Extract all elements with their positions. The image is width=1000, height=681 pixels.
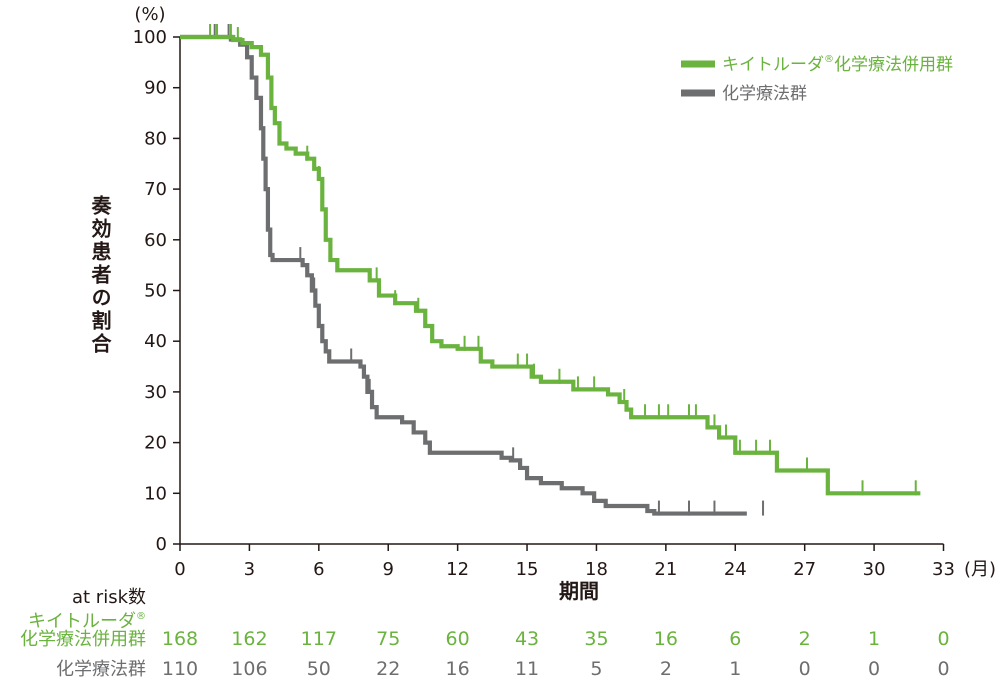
risk-number-treatment: 35 — [584, 628, 608, 650]
y-tick-label: 40 — [144, 331, 167, 352]
legend: キイトルーダ®化学療法併用群 化学療法群 — [681, 54, 953, 104]
y-tick-label: 50 — [144, 281, 167, 302]
legend-label-treatment-main: キイトルーダ — [722, 55, 824, 75]
risk-label-treatment-line2: 化学療法併用群 — [20, 629, 146, 650]
risk-number-treatment: 0 — [937, 628, 949, 650]
risk-number-control: 22 — [376, 658, 400, 680]
x-tick-label: 6 — [313, 559, 324, 580]
y-tick-label: 90 — [144, 78, 167, 99]
risk-label-control: 化学療法群 — [56, 659, 146, 680]
x-tick-label: 30 — [863, 559, 886, 580]
x-tick-label: 15 — [516, 559, 539, 580]
legend-label-control: 化学療法群 — [722, 84, 807, 104]
risk-number-treatment: 75 — [376, 628, 400, 650]
km-curve-control — [180, 34, 747, 516]
x-tick-label: 3 — [244, 559, 255, 580]
risk-numbers: 1681101621061175075226016431135516261201… — [162, 628, 950, 680]
risk-number-treatment: 162 — [231, 628, 267, 650]
legend-label-treatment: キイトルーダ®化学療法併用群 — [722, 54, 953, 75]
risk-label-treatment-line1: キイトルーダ® — [28, 611, 146, 632]
risk-table: at risk数 キイトルーダ® 化学療法併用群 化学療法群 — [20, 587, 146, 680]
y-tick-label: 0 — [156, 534, 167, 555]
x-tick-label: 18 — [585, 559, 608, 580]
y-tick-label: 100 — [133, 27, 167, 48]
y-tick-label: 60 — [144, 230, 167, 251]
x-tick-label: 0 — [174, 559, 185, 580]
risk-number-treatment: 43 — [515, 628, 539, 650]
risk-number-treatment: 6 — [729, 628, 741, 650]
x-tick-label: 12 — [446, 559, 469, 580]
risk-number-control: 1 — [729, 658, 741, 680]
axes-layer: 0 10 20 30 40 50 60 70 80 90 100 0 3 6 9 12 15 18 21 24 27 30… — [133, 27, 955, 580]
x-tick-label: 33 — [932, 559, 955, 580]
x-tick-label: 21 — [654, 559, 677, 580]
risk-number-control: 2 — [660, 658, 672, 680]
risk-label-registered-mark: ® — [136, 611, 146, 622]
y-tick-label: 70 — [144, 179, 167, 200]
risk-label-treatment-main: キイトルーダ — [28, 611, 136, 632]
legend-label-treatment-suffix: 化学療法併用群 — [834, 55, 953, 75]
risk-number-treatment: 117 — [301, 628, 337, 650]
risk-number-control: 16 — [446, 658, 470, 680]
risk-number-control: 110 — [162, 658, 198, 680]
risk-number-control: 50 — [307, 658, 331, 680]
legend-registered-mark: ® — [824, 54, 834, 65]
risk-number-treatment: 60 — [446, 628, 470, 650]
y-tick-label: 20 — [144, 433, 167, 454]
risk-number-control: 5 — [590, 658, 602, 680]
x-tick-label: 27 — [793, 559, 816, 580]
risk-number-treatment: 16 — [654, 628, 678, 650]
risk-number-control: 0 — [868, 658, 880, 680]
risk-number-control: 106 — [231, 658, 267, 680]
risk-number-treatment: 1 — [868, 628, 880, 650]
x-tick-label: 9 — [383, 559, 394, 580]
risk-number-control: 0 — [799, 658, 811, 680]
y-unit-label: (%) — [134, 4, 165, 25]
y-tick-label: 10 — [144, 483, 167, 504]
x-axis-title: 期間 — [559, 579, 599, 603]
y-tick-label: 80 — [144, 128, 167, 149]
x-tick-label: 24 — [724, 559, 747, 580]
series-layer — [180, 24, 921, 516]
risk-table-title: at risk数 — [72, 587, 146, 608]
risk-number-treatment: 168 — [162, 628, 198, 650]
y-axis-title: 奏効患者の割合 — [88, 194, 112, 356]
risk-number-control: 11 — [515, 658, 539, 680]
y-tick-label: 30 — [144, 382, 167, 403]
km-curve-treatment — [180, 34, 921, 496]
risk-number-control: 0 — [937, 658, 949, 680]
x-unit-label: (月) — [964, 559, 996, 580]
risk-number-treatment: 2 — [799, 628, 811, 650]
